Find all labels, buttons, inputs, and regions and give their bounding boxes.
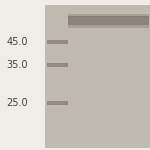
Bar — [0, 0, 45, 150]
Bar — [68, 15, 148, 24]
Bar — [46, 40, 68, 44]
Bar — [46, 63, 68, 67]
Text: 35.0: 35.0 — [6, 60, 28, 70]
Bar — [46, 101, 68, 105]
Bar — [45, 5, 150, 148]
Bar — [68, 24, 148, 27]
Text: 45.0: 45.0 — [6, 37, 28, 47]
Bar — [68, 14, 148, 16]
Text: 25.0: 25.0 — [6, 98, 28, 108]
